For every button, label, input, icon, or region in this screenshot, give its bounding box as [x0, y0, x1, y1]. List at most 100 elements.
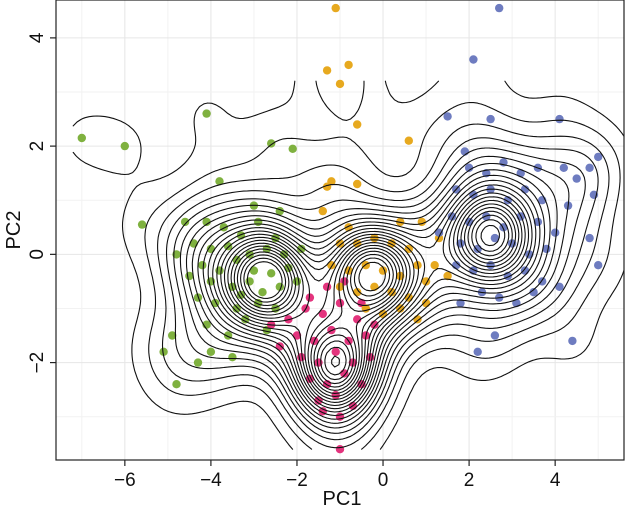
x-axis-label: PC1: [323, 488, 362, 510]
data-point: [202, 217, 211, 227]
data-point: [443, 112, 452, 121]
data-point: [331, 390, 340, 400]
contour-line: [212, 188, 533, 407]
data-point: [490, 331, 500, 340]
data-point: [572, 174, 581, 183]
data-point: [241, 315, 250, 324]
contour-line: [197, 174, 546, 417]
data-point: [353, 120, 362, 129]
data-point: [533, 217, 543, 227]
contour-line: [72, 80, 625, 450]
data-point: [292, 277, 302, 286]
data-point: [370, 233, 379, 243]
data-point: [180, 217, 190, 227]
data-point: [168, 331, 177, 340]
data-point: [473, 347, 482, 356]
y-axis-ticks: −2 0 2 4: [27, 32, 56, 373]
x-tick-label: 2: [464, 470, 475, 491]
data-point: [292, 331, 302, 340]
data-point: [486, 261, 495, 270]
data-point: [443, 271, 452, 281]
contour-line: [233, 210, 513, 388]
data-point: [137, 220, 147, 229]
contour-line: [185, 162, 558, 424]
data-point: [331, 3, 340, 13]
x-tick-label: 4: [550, 470, 561, 491]
data-point: [469, 55, 478, 64]
data-point: [245, 250, 254, 259]
x-tick-label: −6: [114, 470, 136, 491]
data-point: [585, 233, 594, 243]
contour-line: [179, 155, 570, 429]
data-point: [202, 109, 211, 118]
x-tick-label: −4: [200, 470, 222, 491]
contour-line: [157, 123, 610, 449]
data-point: [447, 212, 457, 221]
data-point: [559, 163, 568, 172]
contour-line: [144, 80, 621, 450]
data-point: [335, 282, 345, 291]
x-tick-label: 0: [378, 470, 389, 491]
data-point: [322, 66, 332, 75]
data-point: [486, 114, 495, 124]
data-point: [396, 304, 405, 313]
data-point: [568, 336, 577, 346]
data-point: [520, 266, 530, 275]
data-point: [555, 282, 564, 291]
data-point: [267, 139, 276, 148]
contour-line: [230, 207, 517, 391]
data-point: [254, 217, 263, 227]
data-point: [305, 293, 315, 302]
density-contours: [72, 80, 625, 450]
data-point: [434, 228, 444, 237]
data-point: [464, 163, 474, 172]
data-point: [232, 304, 241, 313]
data-point: [555, 114, 564, 124]
data-point: [594, 152, 603, 162]
data-point: [387, 288, 396, 297]
data-point: [417, 217, 426, 227]
data-point: [193, 358, 203, 367]
data-point: [198, 261, 207, 270]
x-tick-label: −2: [286, 470, 308, 491]
data-point: [228, 353, 237, 362]
data-point: [335, 79, 345, 89]
data-point: [267, 269, 276, 278]
contour-line: [220, 196, 526, 400]
data-point: [297, 244, 306, 254]
contour-line: [243, 224, 500, 376]
data-point: [344, 60, 353, 70]
contour-line: [202, 179, 541, 413]
contour-line: [165, 137, 599, 441]
data-point: [322, 282, 332, 291]
data-point: [473, 244, 482, 254]
data-point: [172, 380, 181, 389]
data-point: [335, 239, 345, 248]
data-point: [318, 206, 327, 216]
y-tick-label: 4: [27, 32, 48, 43]
data-point: [245, 277, 254, 286]
contour-line: [246, 261, 386, 368]
y-tick-label: −2: [27, 352, 48, 374]
data-point: [335, 445, 345, 454]
y-tick-label: 2: [27, 141, 48, 152]
contour-line: [216, 192, 530, 403]
data-point: [77, 133, 87, 143]
data-point: [159, 347, 168, 356]
y-tick-label: 0: [27, 249, 48, 260]
data-point: [288, 144, 297, 153]
data-point: [456, 298, 465, 308]
x-axis-ticks: −6 −4 −2 0 2 4: [114, 460, 561, 491]
data-point: [215, 177, 224, 186]
data-point: [551, 228, 560, 237]
data-point: [206, 347, 216, 356]
data-point: [413, 315, 422, 324]
data-point: [120, 141, 129, 151]
y-axis-label: PC2: [3, 211, 25, 250]
data-point: [495, 3, 504, 13]
contour-line: [240, 219, 506, 381]
contour-line: [223, 199, 523, 397]
point-cluster-4: [434, 3, 603, 356]
contour-line: [191, 169, 551, 420]
data-point: [327, 177, 336, 186]
